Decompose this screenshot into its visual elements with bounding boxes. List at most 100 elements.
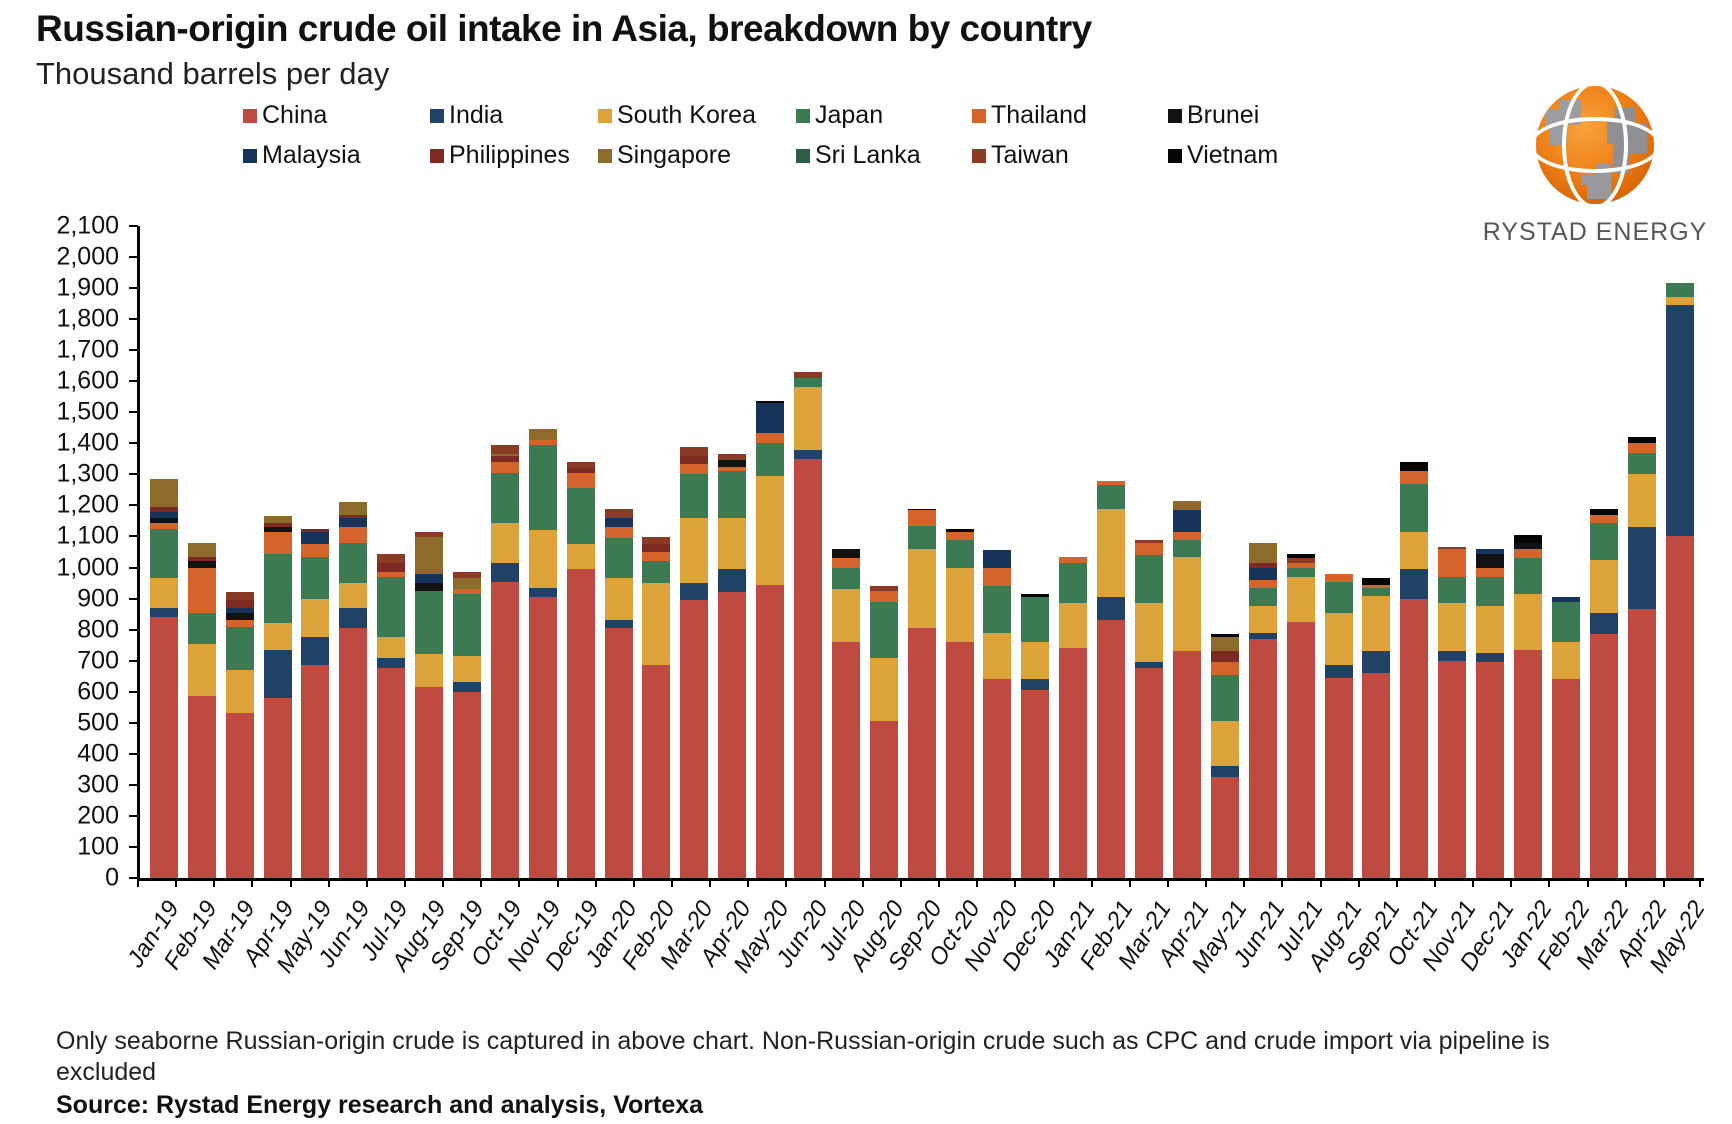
segment-india xyxy=(718,569,747,593)
bar-oct-21 xyxy=(1400,462,1429,878)
segment-india xyxy=(1248,632,1277,639)
segment-taiwan xyxy=(718,454,747,461)
segment-thailand xyxy=(1627,443,1656,453)
segment-thailand xyxy=(983,567,1012,587)
segment-malaysia xyxy=(604,517,633,528)
x-tick xyxy=(671,878,674,887)
segment-china xyxy=(945,642,974,878)
segment-japan xyxy=(1513,558,1542,594)
stacked-bars xyxy=(140,226,1704,878)
segment-china xyxy=(831,642,860,878)
segment-south-korea xyxy=(1627,474,1656,528)
x-tick xyxy=(1090,878,1093,887)
logo-text: RYSTAD ENERGY xyxy=(1482,218,1708,246)
segment-japan xyxy=(1627,452,1656,475)
segment-south-korea xyxy=(263,623,292,650)
segment-vietnam xyxy=(1589,508,1618,515)
segment-thailand xyxy=(377,572,406,577)
x-tick xyxy=(1052,878,1055,887)
y-tick-label: 1,800 xyxy=(56,304,119,333)
x-tick xyxy=(213,878,216,887)
y-tick-label: 300 xyxy=(77,770,119,799)
segment-india xyxy=(1097,597,1126,621)
segment-vietnam xyxy=(1513,534,1542,543)
segment-philippines xyxy=(187,556,216,562)
x-tick xyxy=(1319,878,1322,887)
bar-feb-22 xyxy=(1551,597,1580,878)
segment-philippines xyxy=(1248,562,1277,568)
y-tick xyxy=(129,845,138,848)
y-tick xyxy=(129,566,138,569)
bar-sep-20 xyxy=(907,508,936,878)
globe-icon xyxy=(1536,86,1654,204)
y-tick-label: 1,400 xyxy=(56,428,119,457)
segment-south-korea xyxy=(869,657,898,722)
segment-south-korea xyxy=(1286,576,1315,622)
segment-malaysia xyxy=(1248,567,1277,580)
segment-japan xyxy=(263,553,292,624)
segment-vietnam xyxy=(1362,578,1391,585)
bar-apr-20 xyxy=(718,454,747,878)
segment-japan xyxy=(225,626,254,670)
legend-swatch xyxy=(598,148,612,163)
bar-jan-19 xyxy=(149,479,178,878)
x-tick xyxy=(327,878,330,887)
segment-brunei xyxy=(187,561,216,568)
segment-south-korea xyxy=(1021,642,1050,680)
legend-item-south-korea: South Korea xyxy=(598,101,796,130)
segment-india xyxy=(680,583,709,601)
segment-thailand xyxy=(339,527,368,543)
segment-thailand xyxy=(756,432,785,444)
bar-sep-21 xyxy=(1362,578,1391,878)
bar-nov-21 xyxy=(1438,547,1467,878)
segment-brunei xyxy=(149,517,178,523)
segment-thailand xyxy=(490,461,519,473)
x-tick xyxy=(938,878,941,887)
segment-taiwan xyxy=(415,531,444,537)
legend-swatch xyxy=(243,148,257,163)
segment-singapore xyxy=(1210,637,1239,652)
segment-thailand xyxy=(1172,531,1201,540)
bar-oct-19 xyxy=(490,444,519,878)
plot-area xyxy=(129,225,1704,881)
segment-china xyxy=(983,679,1012,878)
segment-china xyxy=(1248,638,1277,878)
segment-india xyxy=(1627,527,1656,610)
segment-south-korea xyxy=(1400,531,1429,570)
segment-thailand xyxy=(831,558,860,568)
segment-south-korea xyxy=(642,583,671,666)
bar-jul-19 xyxy=(377,553,406,878)
x-tick xyxy=(1586,878,1589,887)
x-tick xyxy=(289,878,292,887)
segment-philippines xyxy=(680,455,709,464)
segment-china xyxy=(1513,649,1542,878)
segment-thailand xyxy=(453,589,482,594)
segment-thailand xyxy=(1362,584,1391,588)
bar-jun-21 xyxy=(1248,542,1277,878)
y-tick-label: 0 xyxy=(105,863,119,892)
segment-vietnam xyxy=(1400,462,1429,472)
y-tick-label: 2,100 xyxy=(56,211,119,240)
segment-japan xyxy=(794,378,823,388)
segment-japan xyxy=(869,601,898,658)
x-tick xyxy=(1699,878,1701,887)
x-tick xyxy=(1548,878,1551,887)
y-tick xyxy=(129,721,138,724)
segment-malaysia xyxy=(983,550,1012,568)
segment-japan xyxy=(453,593,482,657)
bar-jul-21 xyxy=(1286,553,1315,878)
bar-sep-19 xyxy=(453,572,482,878)
y-tick-label: 1,500 xyxy=(56,397,119,426)
segment-japan xyxy=(680,474,709,518)
segment-china xyxy=(1438,660,1467,878)
segment-malaysia xyxy=(149,511,178,518)
segment-thailand xyxy=(869,590,898,602)
segment-china xyxy=(225,713,254,878)
segment-thailand xyxy=(187,567,216,613)
x-tick xyxy=(404,878,407,887)
segment-taiwan xyxy=(1135,539,1164,543)
y-tick xyxy=(129,535,138,538)
y-tick-label: 1,900 xyxy=(56,273,119,302)
x-tick xyxy=(1205,878,1208,887)
x-tick xyxy=(747,878,750,887)
